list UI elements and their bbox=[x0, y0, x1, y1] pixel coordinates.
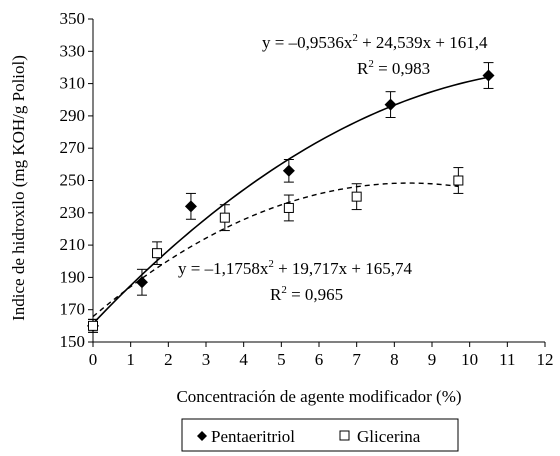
legend-box bbox=[181, 418, 459, 452]
y-axis-title: Indice de hidroxilo (mg KOH/g Poliol) bbox=[9, 55, 28, 321]
data-point-pentaeritriol bbox=[282, 164, 295, 177]
glicerina-equation: y = –1,1758x2 + 19,717x + 165,74 bbox=[178, 258, 413, 278]
x-tick-label: 6 bbox=[315, 350, 324, 369]
y-tick-label: 350 bbox=[60, 9, 86, 28]
data-point-pentaeritriol bbox=[384, 98, 397, 111]
legend-marker-pentaeritriol bbox=[197, 431, 207, 441]
x-tick-label: 0 bbox=[89, 350, 98, 369]
y-tick-label: 330 bbox=[60, 41, 86, 60]
glicerina-r-squared: R2 = 0,965 bbox=[270, 284, 343, 304]
data-point-glicerina bbox=[283, 202, 294, 213]
legend-label-glicerina: Glicerina bbox=[357, 427, 421, 446]
y-tick-label: 150 bbox=[60, 332, 86, 351]
x-tick-label: 5 bbox=[277, 350, 286, 369]
x-axis-title: Concentración de agente modificador (%) bbox=[176, 387, 461, 406]
x-tick-label: 10 bbox=[461, 350, 478, 369]
x-tick-label: 8 bbox=[390, 350, 399, 369]
x-tick-label: 1 bbox=[126, 350, 135, 369]
y-tick-label: 250 bbox=[60, 171, 86, 190]
legend-label-pentaeritriol: Pentaeritriol bbox=[211, 427, 295, 446]
data-point-glicerina bbox=[152, 248, 163, 259]
x-tick-label: 3 bbox=[202, 350, 211, 369]
x-tick-label: 11 bbox=[499, 350, 515, 369]
trendline-pentaeritriol bbox=[92, 76, 489, 325]
y-tick-label: 230 bbox=[60, 203, 86, 222]
data-point-glicerina bbox=[351, 191, 362, 202]
data-point-pentaeritriol bbox=[184, 200, 197, 213]
legend: Pentaeritriol Glicerina bbox=[181, 418, 459, 452]
x-tick-label: 9 bbox=[428, 350, 437, 369]
y-tick-label: 190 bbox=[60, 267, 86, 286]
y-tick-label: 210 bbox=[60, 235, 86, 254]
y-tick-label: 270 bbox=[60, 138, 86, 157]
data-point-glicerina bbox=[219, 212, 230, 223]
x-tick-label: 2 bbox=[164, 350, 173, 369]
x-tick-label: 4 bbox=[239, 350, 248, 369]
pentaeritriol-equation: y = –0,9536x2 + 24,539x + 161,4 bbox=[262, 32, 488, 52]
pentaeritriol-r-squared: R2 = 0,983 bbox=[357, 58, 430, 78]
data-point-glicerina bbox=[453, 175, 464, 186]
x-tick-label: 12 bbox=[537, 350, 554, 369]
data-point-pentaeritriol bbox=[135, 276, 148, 289]
x-tick-label: 7 bbox=[352, 350, 361, 369]
y-tick-label: 310 bbox=[60, 74, 86, 93]
y-tick-label: 290 bbox=[60, 106, 86, 125]
trendline-glicerina bbox=[92, 182, 459, 318]
data-point-pentaeritriol bbox=[482, 69, 495, 82]
y-tick-label: 170 bbox=[60, 300, 86, 319]
data-point-glicerina bbox=[88, 320, 98, 331]
legend-marker-glicerina bbox=[339, 430, 350, 441]
